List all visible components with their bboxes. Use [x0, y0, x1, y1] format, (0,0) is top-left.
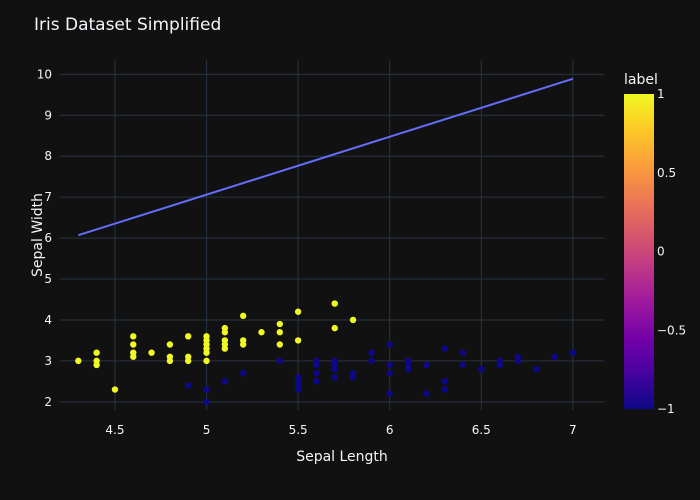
colorbar-ticks: 1 0.5 0 −0.5 −1 — [657, 87, 686, 416]
x-axis-title: Sepal Length — [296, 449, 388, 465]
point-labelneg-0 — [185, 382, 192, 389]
point-labelneg-4 — [239, 369, 247, 377]
point-labelneg-32 — [441, 378, 448, 385]
regression-line — [78, 77, 574, 237]
point-labelneg-17 — [331, 357, 338, 365]
point-labelpos-21 — [203, 333, 210, 340]
x-tick-label-1: 5 — [203, 423, 211, 437]
point-labelneg-11 — [313, 369, 320, 377]
point-labelpos-34 — [294, 337, 302, 344]
point-labelneg-19 — [349, 369, 357, 377]
point-labelpos-9 — [148, 349, 155, 356]
point-labelneg-13 — [313, 357, 320, 365]
chart-title: Iris Dataset Simplified — [34, 15, 221, 35]
point-labelpos-11 — [166, 353, 174, 360]
point-labelneg-2 — [203, 386, 210, 393]
point-labelneg-23 — [386, 369, 393, 377]
point-labelpos-37 — [331, 300, 338, 307]
point-labelpos-32 — [276, 329, 283, 336]
point-labelpos-29 — [239, 312, 247, 320]
point-labelneg-14 — [331, 374, 338, 381]
point-labelneg-34 — [459, 361, 467, 369]
colorbar-gradient — [624, 94, 654, 409]
point-labelpos-26 — [221, 324, 229, 332]
point-labelneg-10 — [313, 378, 320, 385]
point-labelpos-0 — [75, 357, 82, 365]
y-tick-label-3: 5 — [44, 272, 52, 286]
x-ticks: 4.5 5 5.5 6 6.5 7 — [105, 423, 576, 437]
point-labelneg-25 — [386, 341, 393, 348]
point-labelneg-31 — [441, 386, 448, 393]
point-labelneg-5 — [276, 357, 283, 365]
point-labelneg-28 — [404, 357, 412, 365]
y-axis-title: Sepal Width — [30, 193, 46, 277]
point-labelneg-40 — [514, 353, 522, 360]
point-labelneg-3 — [221, 378, 229, 385]
y-tick-label-4: 6 — [44, 231, 52, 245]
point-labelneg-41 — [533, 365, 540, 373]
colorbar-tick-label-2: 0 — [657, 245, 665, 259]
point-labelpos-35 — [294, 308, 302, 315]
y-tick-label-8: 10 — [37, 67, 52, 81]
point-labelpos-28 — [239, 337, 247, 344]
y-ticks: 2 3 4 5 6 7 8 9 10 — [37, 67, 52, 408]
y-tick-label-2: 4 — [44, 313, 52, 327]
point-labelneg-43 — [569, 349, 577, 356]
point-labelneg-20 — [368, 357, 375, 365]
point-labelpos-16 — [203, 357, 210, 365]
point-labelpos-31 — [276, 341, 283, 348]
point-labelneg-38 — [496, 357, 503, 365]
point-labelneg-9 — [294, 374, 302, 381]
point-labelneg-22 — [386, 390, 393, 397]
point-labelpos-6 — [130, 349, 137, 356]
point-labelpos-36 — [331, 324, 338, 332]
y-tick-label-0: 2 — [44, 395, 52, 409]
colorbar-tick-label-4: −1 — [657, 402, 675, 416]
colorbar-title: label — [624, 72, 658, 88]
point-labelpos-12 — [166, 341, 174, 348]
point-labelneg-1 — [203, 398, 210, 406]
point-labelpos-3 — [93, 349, 100, 356]
regression-line-layer — [78, 77, 574, 237]
point-labelpos-8 — [130, 333, 137, 340]
colorbar-tick-label-0: 1 — [657, 87, 665, 101]
point-labelneg-30 — [423, 361, 430, 369]
x-tick-label-0: 4.5 — [105, 423, 124, 437]
x-tick-label-5: 7 — [569, 423, 577, 437]
point-labelneg-29 — [423, 390, 430, 397]
point-labelneg-36 — [478, 365, 485, 373]
points-layer — [75, 300, 577, 406]
point-labelpos-7 — [130, 341, 137, 348]
y-tick-label-7: 9 — [44, 108, 52, 122]
x-tick-label-3: 6 — [386, 423, 394, 437]
point-labelneg-21 — [368, 349, 375, 356]
point-labelpos-33 — [276, 320, 283, 328]
point-labelpos-38 — [349, 316, 357, 324]
y-tick-label-6: 8 — [44, 149, 52, 163]
y-tick-label-5: 7 — [44, 190, 52, 204]
y-tick-label-1: 3 — [44, 354, 52, 368]
point-labelneg-24 — [386, 361, 393, 369]
point-labelneg-42 — [551, 353, 558, 360]
point-labelpos-2 — [93, 357, 100, 365]
point-labelpos-15 — [185, 333, 192, 340]
colorbar: label 1 0.5 0 −0.5 −1 — [624, 72, 686, 416]
grid — [60, 60, 604, 410]
point-labelpos-30 — [258, 329, 265, 336]
colorbar-tick-label-1: 0.5 — [657, 166, 676, 180]
point-labelpos-24 — [221, 337, 229, 344]
point-labelpos-4 — [111, 386, 119, 393]
point-labelpos-14 — [185, 353, 192, 360]
x-tick-label-2: 5.5 — [289, 423, 308, 437]
point-labelneg-35 — [459, 349, 467, 356]
x-tick-label-4: 6.5 — [472, 423, 491, 437]
point-labelneg-33 — [441, 345, 448, 352]
colorbar-tick-label-3: −0.5 — [657, 323, 686, 337]
